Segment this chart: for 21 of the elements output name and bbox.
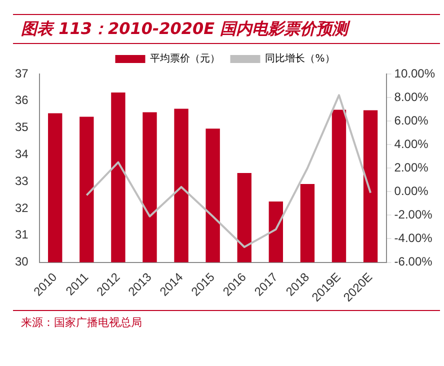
y2-tick-label: 10.00% (394, 66, 436, 80)
source-note: 来源：国家广播电视总局 (13, 310, 440, 334)
y-tick-label: 30 (14, 254, 29, 269)
y2-tick-label: -4.00% (394, 231, 433, 246)
y-tick-label: 33 (14, 174, 29, 188)
chart-title: 图表 113：2010-2020E 国内电影票价预测 (13, 14, 440, 44)
y-tick-label: 36 (14, 93, 29, 108)
y2-tick-label: -6.00% (394, 254, 433, 269)
legend-label: 平均票价（元） (150, 52, 220, 65)
y-tick-label: 37 (14, 66, 29, 80)
y-tick-label: 35 (14, 120, 29, 134)
y-tick-label: 34 (14, 147, 29, 162)
y2-tick-label: 4.00% (394, 136, 429, 151)
y2-tick-label: 8.00% (394, 90, 429, 104)
y-tick-label: 32 (14, 200, 29, 215)
y2-tick-label: 6.00% (394, 113, 429, 128)
y2-tick-label: 0.00% (394, 184, 429, 198)
y2-tick-label: -2.00% (394, 208, 433, 222)
legend-label: 同比增长（%） (265, 52, 335, 65)
y-tick-label: 31 (14, 228, 29, 242)
y2-tick-label: 2.00% (394, 160, 429, 174)
